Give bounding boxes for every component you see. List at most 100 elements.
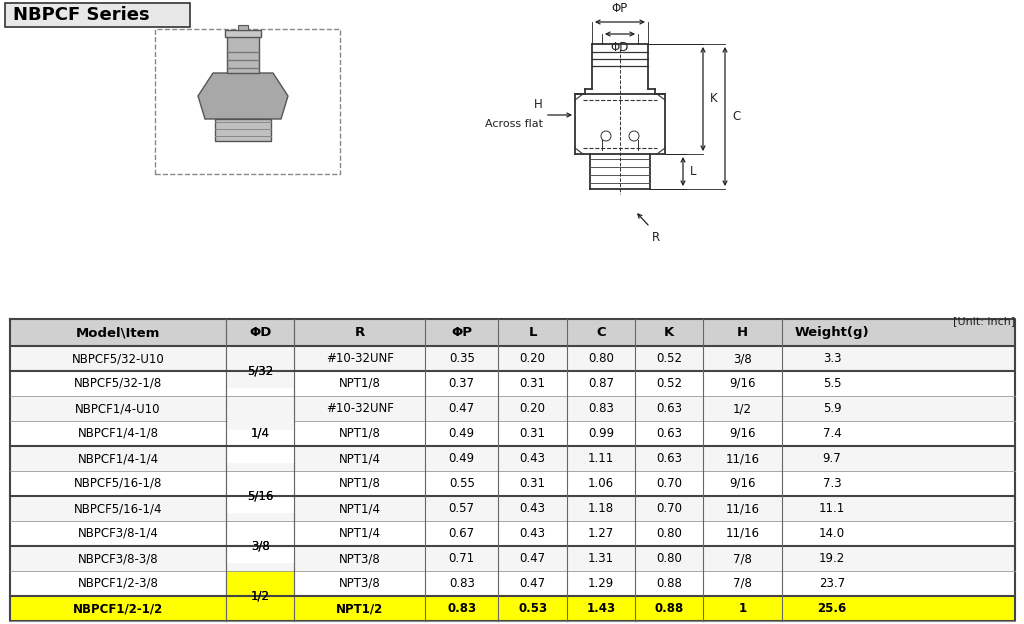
Text: 0.83: 0.83	[588, 402, 613, 415]
Bar	[10, 471, 1015, 496]
Text: 25.6: 25.6	[817, 602, 847, 615]
Text: 7.4: 7.4	[822, 427, 842, 440]
Text: NBPCF5/32-1/8: NBPCF5/32-1/8	[74, 377, 162, 390]
Text: 11/16: 11/16	[726, 452, 760, 465]
Text: NPT1/4: NPT1/4	[339, 452, 381, 465]
Text: NBPCF5/16-1/8: NBPCF5/16-1/8	[74, 477, 162, 490]
Text: C: C	[596, 326, 606, 339]
Text: C: C	[732, 110, 740, 123]
Text: R: R	[354, 326, 365, 339]
Text: NPT1/4: NPT1/4	[339, 527, 381, 540]
Text: 5/16: 5/16	[247, 489, 273, 502]
Text: 0.63: 0.63	[656, 402, 682, 415]
Text: 0.55: 0.55	[449, 477, 475, 490]
Text: 3/8: 3/8	[251, 540, 269, 552]
Text: ΦD: ΦD	[610, 41, 629, 54]
Text: 3.3: 3.3	[823, 352, 842, 365]
Text: 1.27: 1.27	[588, 527, 614, 540]
Text: #10-32UNF: #10-32UNF	[326, 402, 393, 415]
Text: NPT3/8: NPT3/8	[339, 577, 381, 590]
Text: 9.7: 9.7	[822, 452, 842, 465]
Text: 0.80: 0.80	[588, 352, 613, 365]
Text: NPT1/8: NPT1/8	[339, 377, 381, 390]
Text: 11.1: 11.1	[819, 502, 845, 515]
Text: NBPCF1/4-1/4: NBPCF1/4-1/4	[78, 452, 159, 465]
Text: K: K	[665, 326, 675, 339]
Text: L: L	[528, 326, 537, 339]
Text: 1/2: 1/2	[251, 590, 269, 603]
Text: 0.83: 0.83	[447, 602, 476, 615]
Text: 0.20: 0.20	[519, 402, 546, 415]
Text: 1.43: 1.43	[587, 602, 615, 615]
Text: 0.47: 0.47	[519, 577, 546, 590]
Bar	[10, 596, 1015, 621]
Text: 0.63: 0.63	[656, 427, 682, 440]
Text: 1.29: 1.29	[588, 577, 614, 590]
Bar	[10, 596, 1015, 621]
Text: 5/32: 5/32	[247, 364, 273, 378]
Bar	[215, 119, 271, 141]
Text: NPT1/8: NPT1/8	[339, 427, 381, 440]
Text: 0.49: 0.49	[449, 427, 475, 440]
Text: 0.80: 0.80	[656, 552, 682, 565]
Text: Model\Item: Model\Item	[76, 326, 160, 339]
Text: NBPCF5/32-U10: NBPCF5/32-U10	[72, 352, 165, 365]
Bar	[10, 421, 1015, 446]
Text: 1/2: 1/2	[733, 402, 753, 415]
Bar	[225, 30, 261, 37]
Text: NBPCF3/8-1/4: NBPCF3/8-1/4	[78, 527, 159, 540]
Text: 7/8: 7/8	[733, 577, 752, 590]
Text: K: K	[710, 92, 718, 105]
Text: 5.9: 5.9	[822, 402, 842, 415]
Text: 0.67: 0.67	[449, 527, 475, 540]
Text: 1.31: 1.31	[588, 552, 614, 565]
Text: [Unit: inch]: [Unit: inch]	[952, 316, 1015, 326]
Bar	[10, 396, 1015, 421]
Text: NBPCF1/2-3/8: NBPCF1/2-3/8	[78, 577, 159, 590]
Text: 7/8: 7/8	[733, 552, 752, 565]
Text: ΦP: ΦP	[452, 326, 472, 339]
Text: 0.87: 0.87	[588, 377, 614, 390]
Text: 1: 1	[738, 602, 746, 615]
Text: 0.20: 0.20	[519, 352, 546, 365]
Text: 0.88: 0.88	[654, 602, 684, 615]
Text: 1/4: 1/4	[251, 427, 269, 440]
Text: 3/8: 3/8	[733, 352, 752, 365]
Text: NPT1/2: NPT1/2	[336, 602, 383, 615]
Text: 9/16: 9/16	[729, 377, 756, 390]
Text: 0.88: 0.88	[656, 577, 682, 590]
Bar	[10, 446, 1015, 471]
Text: 0.31: 0.31	[519, 427, 546, 440]
Text: 0.47: 0.47	[519, 552, 546, 565]
Text: NBPCF Series: NBPCF Series	[13, 6, 150, 24]
Bar	[10, 346, 1015, 371]
Text: 1/2: 1/2	[251, 590, 269, 603]
Text: Weight(g): Weight(g)	[795, 326, 869, 339]
Text: H: H	[737, 326, 749, 339]
Text: ΦP: ΦP	[612, 2, 628, 15]
Bar	[155, 29, 340, 174]
Text: NBPCF1/4-1/8: NBPCF1/4-1/8	[78, 427, 159, 440]
Text: 0.52: 0.52	[656, 377, 682, 390]
Text: #10-32UNF: #10-32UNF	[326, 352, 393, 365]
Text: 11/16: 11/16	[726, 527, 760, 540]
Text: NPT1/8: NPT1/8	[339, 477, 381, 490]
Text: 0.99: 0.99	[588, 427, 614, 440]
Text: 0.49: 0.49	[449, 452, 475, 465]
Text: R: R	[652, 231, 660, 244]
Text: 23.7: 23.7	[819, 577, 845, 590]
Text: 14.0: 14.0	[819, 527, 845, 540]
Text: 11/16: 11/16	[726, 502, 760, 515]
Text: 0.37: 0.37	[449, 377, 475, 390]
Text: 5/32: 5/32	[247, 364, 273, 378]
Text: 9/16: 9/16	[729, 427, 756, 440]
Bar	[10, 371, 1015, 396]
Bar	[226, 571, 295, 621]
Text: 0.31: 0.31	[519, 377, 546, 390]
Bar	[10, 571, 1015, 596]
Text: 1.18: 1.18	[588, 502, 614, 515]
Text: L: L	[690, 165, 696, 178]
Bar	[10, 546, 1015, 571]
Text: 5.5: 5.5	[823, 377, 842, 390]
Text: 3/8: 3/8	[251, 540, 269, 552]
